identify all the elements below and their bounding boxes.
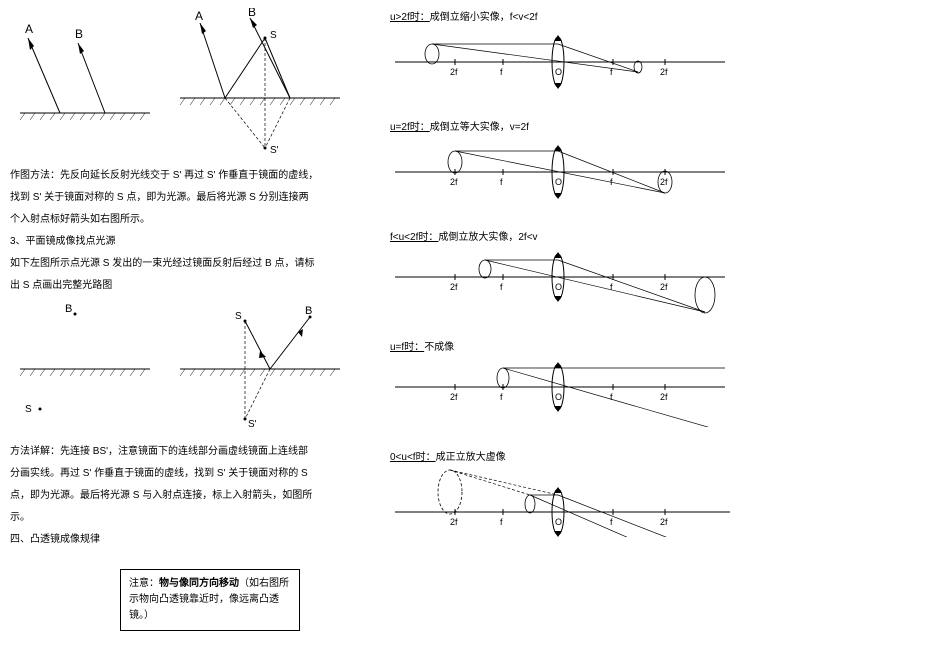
axis-f-l-4: f: [500, 392, 503, 402]
lens-svg-5: 2f f O f 2f: [390, 467, 730, 537]
mirror-diagram-row-2: B S S: [10, 299, 370, 437]
method-text-5: 如下左图所示点光源 S 发出的一束光经过镜面反射后经过 B 点，请标: [10, 255, 370, 273]
axis-o-5: O: [555, 517, 562, 527]
lens-svg-4: 2f f O f 2f: [390, 357, 730, 427]
lens-case-2: u=2f时：成倒立等大实像，v=2f 2f f O f 2f: [390, 118, 935, 210]
lens-case-5: 0<u<f时：成正立放大虚像 2f f O f 2f: [390, 448, 935, 540]
axis-2f-r-5: 2f: [660, 517, 668, 527]
label-B-2: B: [248, 8, 256, 19]
right-column: u>2f时：成倒立缩小实像，f<v<2f 2f f O f 2f: [380, 0, 945, 667]
method-text-4: 3、平面镜成像找点光源: [10, 233, 370, 251]
axis-2f-l-4: 2f: [450, 392, 458, 402]
lens-title-5: 0<u<f时：成正立放大虚像: [390, 448, 935, 463]
left-column: A B: [0, 0, 380, 667]
mirror-svg-2: S A B S': [170, 8, 350, 158]
method-text-6: 出 S 点画出完整光路图: [10, 277, 370, 295]
lens-title-2: u=2f时：成倒立等大实像，v=2f: [390, 118, 935, 133]
axis-f-r-4: f: [610, 392, 613, 402]
axis-2f-r-4: 2f: [660, 392, 668, 402]
label-S-dot-3: S: [25, 404, 32, 415]
lens-title-3-rest: 成倒立放大实像，2f<v: [438, 232, 537, 243]
lens-title-5-u: 0<u<f时：: [390, 452, 436, 463]
mirror-diagram-4: S B S': [170, 299, 350, 437]
axis-2f-l-2: 2f: [450, 177, 458, 187]
axis-f-l-3: f: [500, 282, 503, 292]
mirror-diagram-1: A B: [10, 8, 160, 161]
note-bold: 物与像同方向移动: [159, 578, 239, 589]
mirror-diagram-3: B S: [10, 299, 160, 437]
lens-title-5-rest: 成正立放大虚像: [436, 452, 506, 463]
method-text-7: 方法详解：先连接 BS'，注意镜面下的连线部分画虚线镜面上连线部: [10, 443, 370, 461]
mirror-svg-3: B S: [10, 299, 160, 419]
lens-title-4: u=f时：不成像: [390, 338, 935, 353]
lens-title-2-rest: 成倒立等大实像，v=2f: [430, 122, 529, 133]
note-label: 注意：: [129, 578, 159, 589]
method-text-8: 分画实线。再过 S' 作垂直于镜面的虚线，找到 S' 关于镜面对称的 S: [10, 465, 370, 483]
lens-title-1-rest: 成倒立缩小实像，f<v<2f: [430, 12, 538, 23]
label-B-1: B: [75, 27, 83, 41]
label-A-1: A: [25, 22, 33, 36]
axis-o-3: O: [555, 282, 562, 292]
axis-2f-r-2: 2f: [660, 177, 668, 187]
lens-title-3-u: f<u<2f时：: [390, 232, 438, 243]
label-B-4: B: [305, 305, 312, 317]
lens-title-1: u>2f时：成倒立缩小实像，f<v<2f: [390, 8, 935, 23]
mirror-diagram-row-1: A B: [10, 8, 370, 161]
axis-o-2: O: [555, 177, 562, 187]
axis-o-1: O: [555, 67, 562, 77]
axis-f-l-1: f: [500, 67, 503, 77]
mirror-svg-1: A B: [10, 8, 160, 128]
lens-title-4-u: u=f时：: [390, 342, 424, 353]
label-S-4: S: [235, 311, 242, 322]
axis-2f-l-3: 2f: [450, 282, 458, 292]
lens-svg-2: 2f f O f 2f: [390, 137, 730, 207]
mirror-diagram-2: S A B S': [170, 8, 350, 161]
lens-svg-1: 2f f O f 2f: [390, 27, 730, 97]
label-S-prime-2: S': [270, 145, 279, 156]
axis-o-4: O: [555, 392, 562, 402]
method-text-1: 作图方法：先反向延长反射光线交于 S' 再过 S' 作垂直于镜面的虚线，: [10, 167, 370, 185]
lens-svg-3: 2f f O f 2f: [390, 247, 730, 317]
lens-case-1: u>2f时：成倒立缩小实像，f<v<2f 2f f O f 2f: [390, 8, 935, 100]
lens-title-1-u: u>2f时：: [390, 12, 430, 23]
axis-f-r-5: f: [610, 517, 613, 527]
method-text-2: 找到 S' 关于镜面对称的 S 点，即为光源。最后将光源 S 分别连接两: [10, 189, 370, 207]
method-text-10: 示。: [10, 509, 370, 527]
axis-f-l-5: f: [500, 517, 503, 527]
label-A-2: A: [195, 9, 203, 23]
lens-title-4-rest: 不成像: [424, 342, 454, 353]
lens-title-2-u: u=2f时：: [390, 122, 430, 133]
axis-2f-r-3: 2f: [660, 282, 668, 292]
label-S-top: S: [270, 30, 277, 41]
label-S-prime-4: S': [248, 419, 257, 430]
axis-f-l-2: f: [500, 177, 503, 187]
axis-2f-l-1: 2f: [450, 67, 458, 77]
lens-title-3: f<u<2f时：成倒立放大实像，2f<v: [390, 228, 935, 243]
axis-2f-r-1: 2f: [660, 67, 668, 77]
axis-2f-l-5: 2f: [450, 517, 458, 527]
lens-case-4: u=f时：不成像 2f f O f 2f: [390, 338, 935, 430]
section-title-4: 四、凸透镜成像规律: [10, 531, 370, 549]
method-text-9: 点，即为光源。最后将光源 S 与入射点连接，标上入射箭头，如图所: [10, 487, 370, 505]
lens-case-3: f<u<2f时：成倒立放大实像，2f<v 2f f O f 2f: [390, 228, 935, 320]
note-box: 注意：物与像同方向移动（如右图所示物向凸透镜靠近时，像远离凸透镜。）: [120, 569, 300, 631]
mirror-svg-4: S B S': [170, 299, 350, 434]
label-B-3: B: [65, 303, 72, 315]
method-text-3: 个入射点标好箭头如右图所示。: [10, 211, 370, 229]
